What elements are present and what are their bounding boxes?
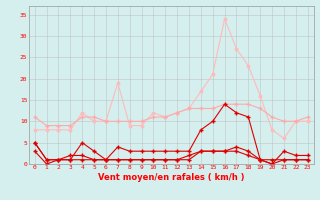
X-axis label: Vent moyen/en rafales ( km/h ): Vent moyen/en rafales ( km/h ) — [98, 173, 244, 182]
